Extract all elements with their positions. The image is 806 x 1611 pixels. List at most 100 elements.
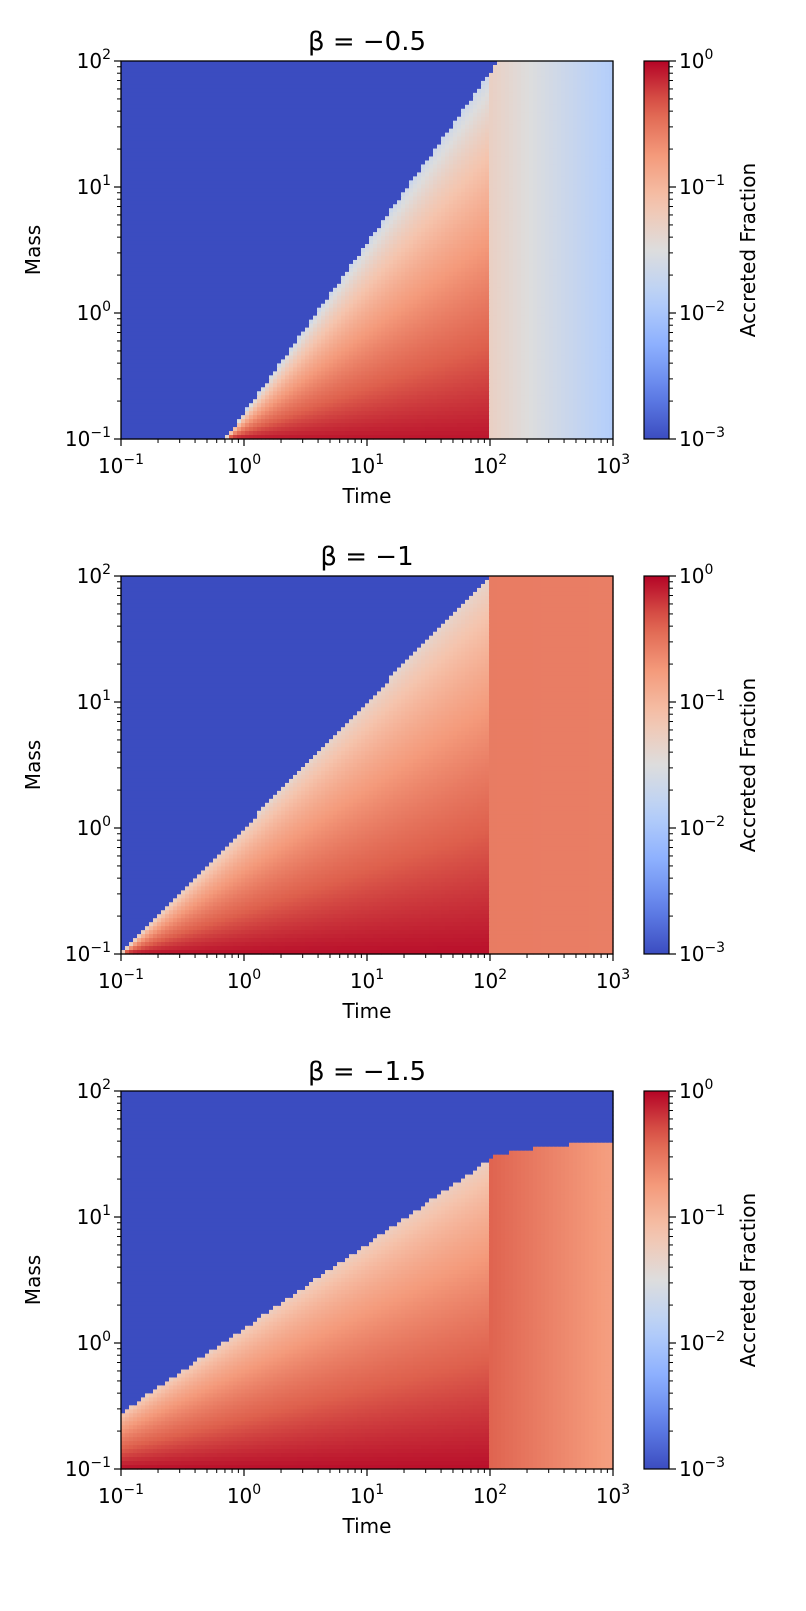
heatmap-cell — [389, 363, 394, 368]
heatmap-cell — [557, 363, 562, 368]
heatmap-cell — [601, 339, 606, 345]
heatmap-cell — [605, 180, 610, 185]
heatmap-cell — [561, 355, 566, 361]
heatmap-cell — [589, 96, 594, 102]
heatmap-cell — [393, 271, 398, 277]
heatmap-cell — [513, 208, 518, 213]
heatmap-cell — [425, 295, 430, 301]
heatmap-cell — [545, 303, 550, 309]
heatmap-cell — [377, 283, 382, 289]
heatmap-cell — [517, 315, 522, 321]
heatmap-cell — [561, 279, 566, 285]
heatmap-cell — [493, 351, 498, 357]
heatmap-cell — [469, 156, 474, 162]
heatmap-cell — [549, 271, 554, 277]
heatmap-cell — [493, 204, 498, 209]
heatmap-cell — [365, 323, 370, 329]
heatmap-cell — [469, 371, 474, 376]
heatmap-cell — [549, 319, 554, 325]
heatmap-cell — [325, 343, 330, 349]
heatmap-cell — [609, 271, 614, 277]
heatmap-cell — [569, 383, 574, 388]
heatmap-cell — [565, 311, 570, 317]
heatmap-cell — [321, 315, 326, 321]
heatmap-cell — [529, 251, 534, 257]
heatmap-cell — [545, 267, 550, 273]
heatmap-cell — [413, 263, 418, 269]
heatmap-cell — [513, 180, 518, 185]
heatmap-cell — [425, 375, 430, 380]
heatmap-cell — [485, 140, 490, 146]
heatmap-cell — [609, 140, 614, 146]
heatmap-cell — [593, 124, 598, 130]
heatmap-cell — [341, 323, 346, 329]
heatmap-cell — [529, 216, 534, 221]
heatmap-cell — [541, 275, 546, 281]
heatmap-cell — [413, 371, 418, 376]
heatmap-cell — [497, 164, 502, 170]
heatmap-cell — [441, 383, 446, 388]
heatmap-cell — [401, 367, 406, 372]
heatmap-cell — [601, 100, 606, 106]
heatmap-cell — [521, 251, 526, 257]
heatmap-cell — [389, 311, 394, 317]
heatmap-cell — [501, 72, 506, 78]
heatmap-cell — [605, 311, 610, 317]
heatmap-cell — [541, 228, 546, 233]
heatmap-cell — [553, 180, 558, 185]
heatmap-cell — [605, 299, 610, 305]
heatmap-cell — [441, 232, 446, 237]
heatmap-cell — [537, 371, 542, 376]
heatmap-cell — [593, 228, 598, 233]
heatmap-cell — [413, 251, 418, 257]
heatmap-cell — [501, 327, 506, 333]
heatmap-cell — [289, 355, 294, 361]
heatmap-cell — [421, 291, 426, 297]
heatmap-cell — [357, 307, 362, 313]
heatmap-cell — [597, 104, 602, 110]
heatmap-cell — [393, 359, 398, 364]
heatmap-cell — [581, 136, 586, 142]
heatmap-cell — [345, 283, 350, 289]
heatmap-cell — [585, 164, 590, 170]
heatmap-cell — [537, 295, 542, 301]
heatmap-cell — [581, 168, 586, 174]
heatmap-cell — [557, 68, 562, 74]
heatmap-cell — [449, 279, 454, 285]
heatmap-cell — [497, 287, 502, 293]
heatmap-cell — [437, 323, 442, 329]
heatmap-cell — [589, 188, 594, 193]
heatmap-cell — [477, 327, 482, 333]
heatmap-cell — [457, 331, 462, 337]
heatmap-cell — [513, 347, 518, 353]
heatmap-cell — [589, 196, 594, 201]
heatmap-cell — [593, 287, 598, 293]
heatmap-cell — [593, 72, 598, 78]
heatmap-cell — [473, 196, 478, 201]
heatmap-cell — [461, 359, 466, 364]
heatmap-cell — [441, 172, 446, 177]
heatmap-cell — [437, 375, 442, 380]
heatmap-cell — [477, 240, 482, 245]
heatmap-cell — [541, 375, 546, 380]
heatmap-cell — [577, 172, 582, 177]
heatmap-cell — [421, 355, 426, 361]
heatmap-cell — [401, 347, 406, 353]
heatmap-cell — [509, 204, 514, 209]
heatmap-cell — [537, 291, 542, 297]
heatmap-cell — [569, 271, 574, 277]
heatmap-cell — [553, 64, 558, 70]
heatmap-cell — [437, 383, 442, 388]
heatmap-cell — [361, 367, 366, 372]
heatmap-cell — [361, 355, 366, 361]
heatmap-cell — [477, 224, 482, 229]
heatmap-cell — [485, 116, 490, 122]
heatmap-cell — [537, 140, 542, 146]
heatmap-cell — [405, 379, 410, 384]
heatmap-cell — [377, 291, 382, 297]
heatmap-cell — [449, 148, 454, 154]
heatmap-cell — [309, 363, 314, 368]
heatmap-cell — [513, 387, 518, 392]
heatmap-cell — [465, 323, 470, 329]
heatmap-cell — [349, 339, 354, 345]
